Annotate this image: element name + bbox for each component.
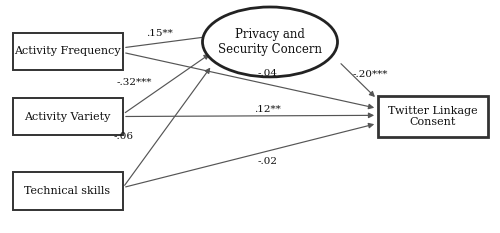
FancyBboxPatch shape — [12, 172, 122, 210]
Text: Activity Frequency: Activity Frequency — [14, 46, 121, 56]
FancyBboxPatch shape — [12, 98, 122, 135]
Text: Activity Variety: Activity Variety — [24, 112, 110, 121]
Text: -.02: -.02 — [258, 158, 278, 166]
Ellipse shape — [202, 7, 338, 77]
Text: -.20***: -.20*** — [352, 70, 388, 79]
Text: -.04: -.04 — [258, 69, 278, 78]
Text: Twitter Linkage
Consent: Twitter Linkage Consent — [388, 106, 478, 127]
Text: -.32***: -.32*** — [116, 78, 152, 87]
FancyBboxPatch shape — [12, 33, 122, 70]
Text: Technical skills: Technical skills — [24, 186, 110, 196]
Text: .15**: .15** — [146, 29, 172, 38]
FancyBboxPatch shape — [378, 96, 488, 137]
Text: .12**: .12** — [254, 105, 281, 114]
Text: -.06: -.06 — [114, 132, 134, 141]
Text: Privacy and
Security Concern: Privacy and Security Concern — [218, 28, 322, 56]
